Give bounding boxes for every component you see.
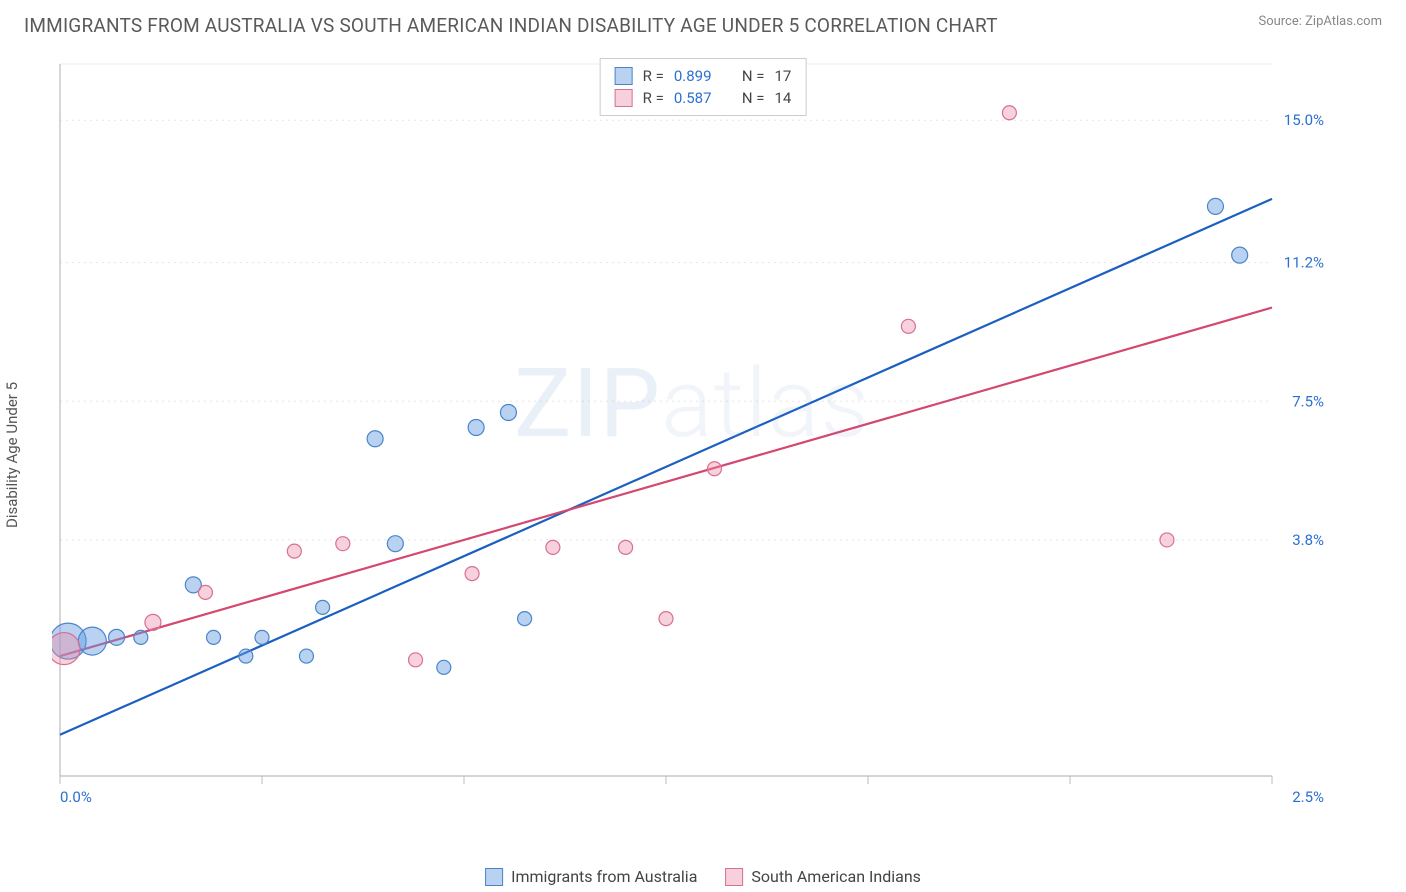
legend-r-label: R = [643,89,664,107]
legend-swatch-blue [485,868,503,886]
legend-row: R = 0.587 N = 14 [615,87,792,109]
legend-n-label: N = [742,67,765,85]
chart-title: IMMIGRANTS FROM AUSTRALIA VS SOUTH AMERI… [24,14,998,37]
svg-text:2.5%: 2.5% [1292,788,1324,806]
legend-n-value: 17 [774,67,791,85]
legend-r-value: 0.899 [674,67,724,85]
chart-area: ZIPatlas 3.8%7.5%11.2%15.0%0.0%2.5% [52,56,1332,812]
legend-r-value: 0.587 [674,89,724,107]
y-axis-label: Disability Age Under 5 [3,382,21,528]
legend-swatch-blue [615,67,633,85]
legend-row: R = 0.899 N = 17 [615,65,792,87]
svg-text:15.0%: 15.0% [1284,111,1324,129]
scatter-chart: 3.8% 7.5% 11.2% 15.0% 0.0% 2.5% [52,56,1332,812]
svg-text:3.8%: 3.8% [1292,531,1324,549]
legend-r-label: R = [643,67,664,85]
correlation-legend: R = 0.899 N = 17 R = 0.587 N = 14 [600,58,807,116]
legend-swatch-pink [725,868,743,886]
chart-header: IMMIGRANTS FROM AUSTRALIA VS SOUTH AMERI… [0,0,1406,45]
legend-n-label: N = [742,89,765,107]
series-legend-label: South American Indians [751,867,921,886]
svg-text:11.2%: 11.2% [1284,254,1324,272]
series-legend-label: Immigrants from Australia [511,867,697,886]
source-attribution: Source: ZipAtlas.com [1258,14,1382,29]
svg-text:0.0%: 0.0% [60,788,92,806]
series-legend-item: Immigrants from Australia [485,867,697,886]
legend-swatch-pink [615,89,633,107]
svg-text:7.5%: 7.5% [1292,392,1324,410]
legend-n-value: 14 [774,89,791,107]
series-legend-item: South American Indians [725,867,921,886]
series-legend: Immigrants from Australia South American… [485,867,921,886]
